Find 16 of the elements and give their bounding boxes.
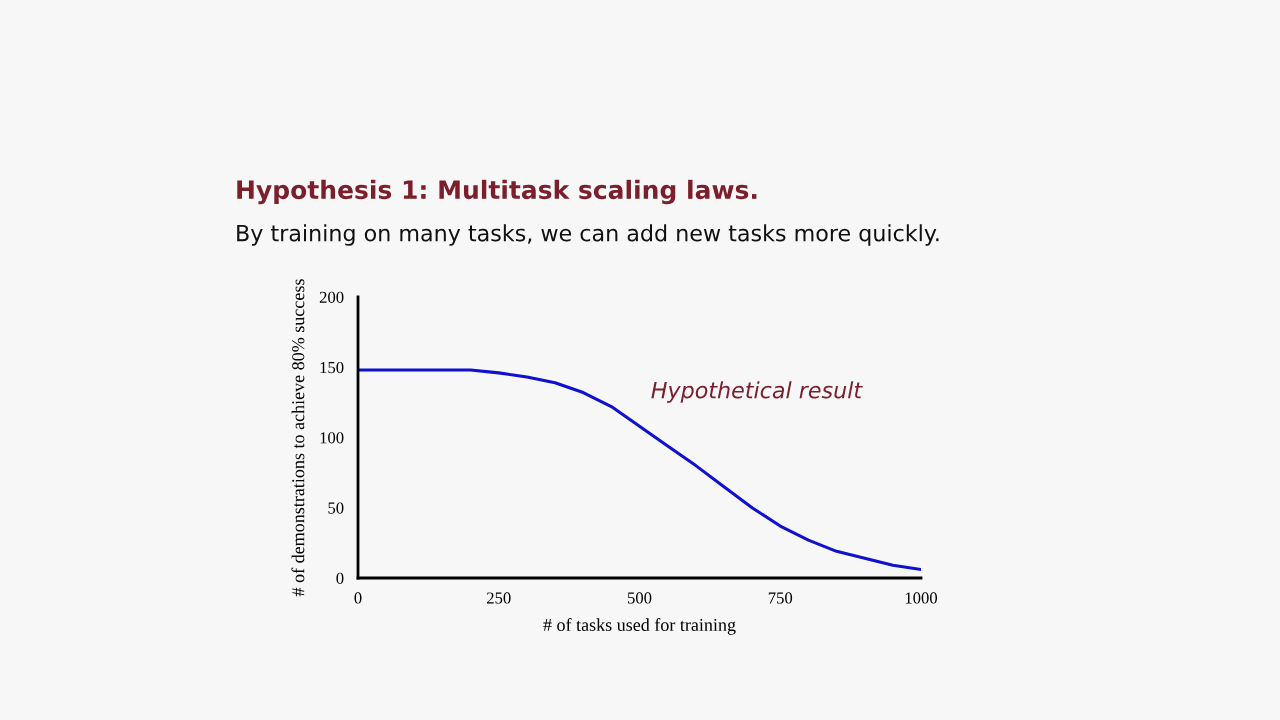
y-axis-title: # of demonstrations to achieve 80% success bbox=[291, 279, 305, 597]
x-tick-label: 500 bbox=[627, 592, 652, 604]
line-series bbox=[358, 368, 921, 572]
chart-subtitle: By training on many tasks, we can add new tasks more quickly. bbox=[237, 224, 939, 246]
x-tick-label: 0 bbox=[354, 592, 362, 604]
chart-title: Hypothesis 1: Multitask scaling laws. bbox=[237, 179, 757, 205]
series-label: Hypothetical result bbox=[651, 381, 863, 403]
y-tick-label: 150 bbox=[320, 361, 344, 374]
y-tick-label: 50 bbox=[328, 502, 344, 514]
x-axis-title: # of tasks used for training bbox=[543, 618, 736, 635]
x-tick-label: 1000 bbox=[905, 592, 938, 604]
y-tick-label: 200 bbox=[319, 291, 344, 303]
y-tick-label: 0 bbox=[336, 572, 344, 584]
x-tick-label: 250 bbox=[486, 592, 511, 604]
y-tick-label: 100 bbox=[320, 432, 344, 444]
x-tick-label: 750 bbox=[768, 592, 793, 604]
